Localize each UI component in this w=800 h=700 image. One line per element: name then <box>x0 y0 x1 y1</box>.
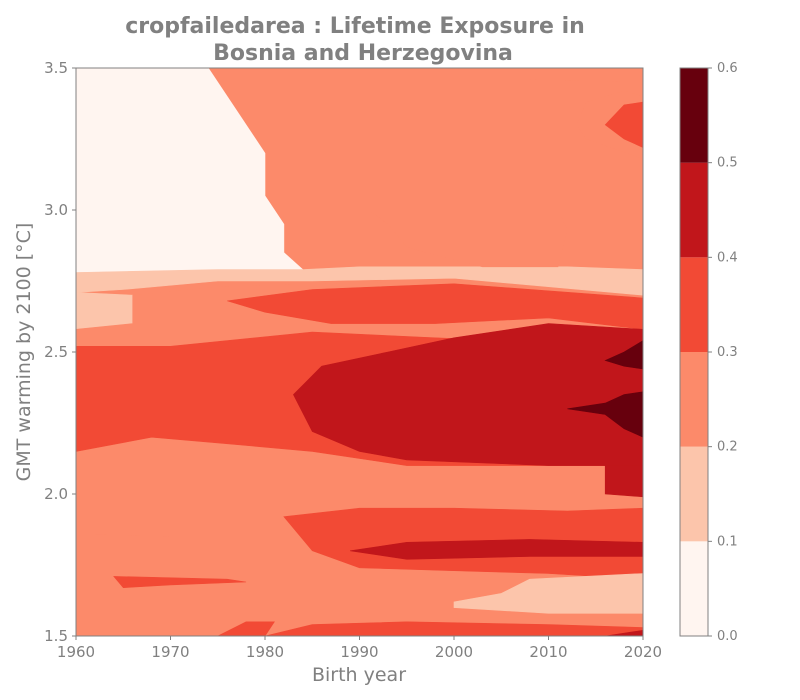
colorbar-segment-4 <box>680 162 708 258</box>
y-tick-label-0: 1.5 <box>44 627 68 645</box>
x-axis-label: Birth year <box>312 664 406 686</box>
colorbar-tick-label-3: 0.3 <box>717 345 738 360</box>
y-tick-label-1: 2.0 <box>44 485 68 503</box>
contour-region-19 <box>217 621 275 636</box>
x-tick-label-6: 2020 <box>624 643 662 661</box>
x-tick-label-5: 2010 <box>529 643 567 661</box>
colorbar-tick-label-4: 0.4 <box>717 250 738 265</box>
colorbar-tick-label-5: 0.5 <box>717 156 738 171</box>
colorbar-segment-0 <box>680 541 708 636</box>
colorbar-segment-5 <box>680 68 708 163</box>
contour-region-16 <box>350 539 643 560</box>
plot-area <box>76 68 643 636</box>
chart-title-line-1: cropfailedarea : Lifetime Exposure in <box>125 14 585 39</box>
contour-region-17 <box>113 576 247 589</box>
x-tick-label-1: 1970 <box>151 643 189 661</box>
y-axis-label: GMT warming by 2100 [°C] <box>13 223 35 482</box>
x-tick-label-3: 1990 <box>340 643 378 661</box>
colorbar-tick-label-2: 0.2 <box>717 440 738 455</box>
x-tick-label-4: 2000 <box>435 643 473 661</box>
colorbar-tick-label-6: 0.6 <box>717 61 738 76</box>
contour-region-6 <box>604 101 643 148</box>
colorbar-segment-2 <box>680 352 708 447</box>
contour-region-13 <box>567 391 643 438</box>
contour-region-8 <box>227 283 643 330</box>
contour-region-18 <box>453 573 643 614</box>
y-tick-label-3: 3.0 <box>44 201 68 219</box>
contour-region-4 <box>529 68 643 83</box>
contour-region-12 <box>604 340 643 370</box>
contour-region-11 <box>293 323 643 466</box>
y-tick-label-2: 2.5 <box>44 343 68 361</box>
contour-region-1 <box>76 266 643 296</box>
x-tick-label-0: 1960 <box>57 643 95 661</box>
chart-title-line-2: Bosnia and Herzegovina <box>213 41 513 66</box>
y-axis-ticks: 1.5 2.0 2.5 3.0 3.5 <box>44 59 76 645</box>
colorbar-segment-3 <box>680 257 708 352</box>
contour-region-20 <box>264 621 643 636</box>
colorbar-segment-1 <box>680 446 708 542</box>
x-tick-label-2: 1980 <box>246 643 284 661</box>
contour-region-14 <box>604 465 643 498</box>
contour-regions <box>76 68 643 636</box>
x-axis-ticks: 1960 1970 1980 1990 2000 2010 2020 <box>57 636 662 661</box>
colorbar-tick-label-0: 0.0 <box>717 629 738 644</box>
contour-region-3 <box>368 209 568 268</box>
contour-region-2 <box>76 292 133 330</box>
colorbar <box>680 68 708 636</box>
contour-region-21 <box>605 629 643 636</box>
y-tick-label-4: 3.5 <box>44 59 68 77</box>
colorbar-ticks: 0.0 0.1 0.2 0.3 0.4 0.5 0.6 <box>708 61 738 644</box>
colorbar-tick-label-1: 0.1 <box>717 534 738 549</box>
